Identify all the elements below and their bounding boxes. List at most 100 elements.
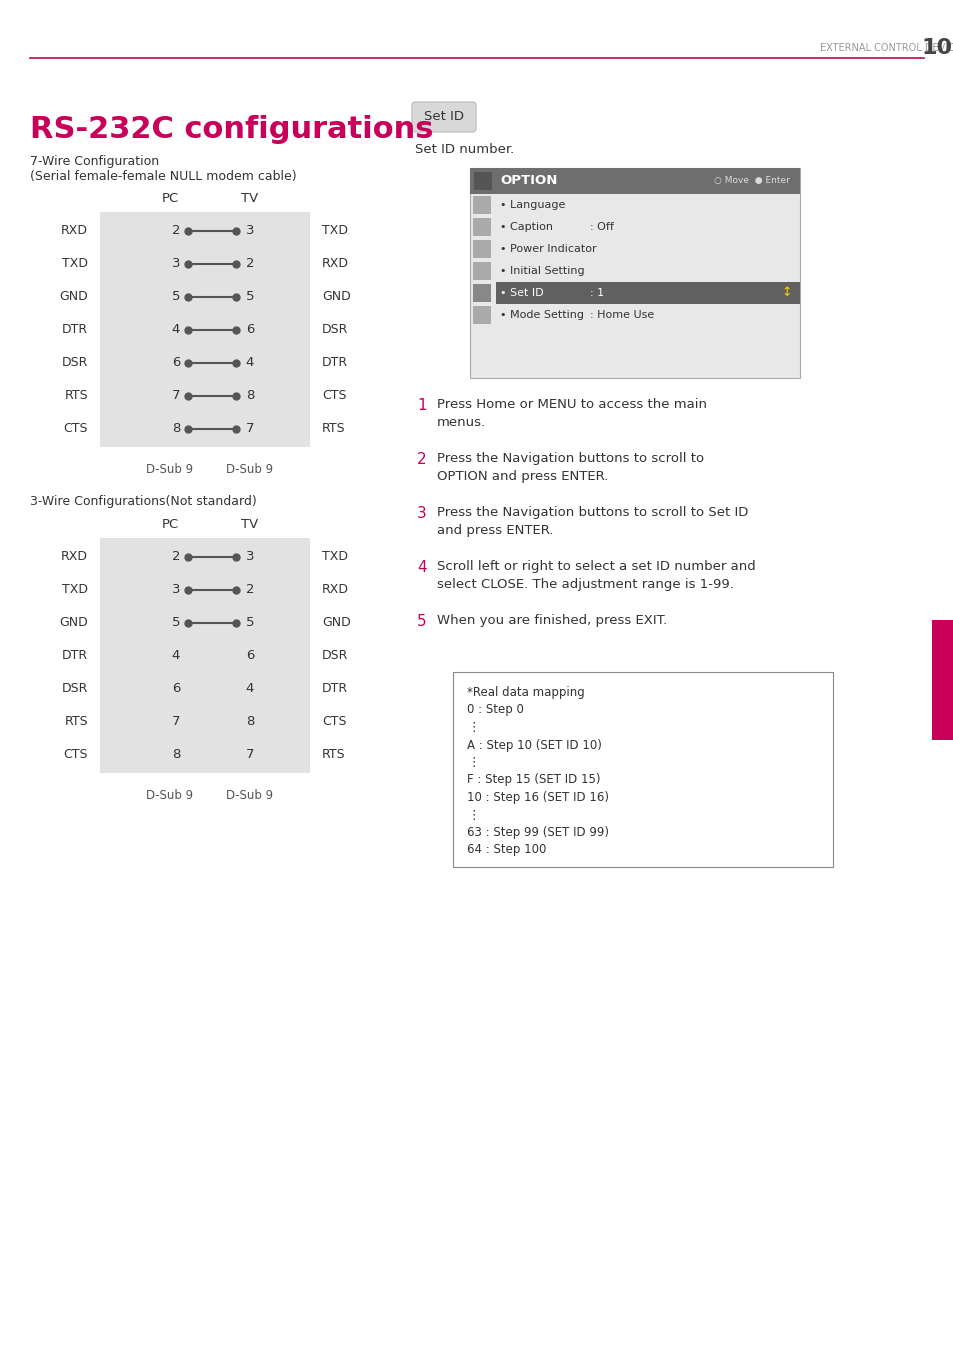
Bar [473,240,491,257]
Text: 7: 7 [172,714,180,728]
Text: ⋮: ⋮ [467,721,479,735]
Text: RTS: RTS [322,748,345,762]
Text: 5: 5 [416,613,426,630]
Text: DTR: DTR [322,356,348,369]
Text: Set ID: Set ID [423,111,463,124]
Text: CTS: CTS [64,422,88,435]
Text: DSR: DSR [62,682,88,696]
Text: GND: GND [322,616,351,630]
Text: 8: 8 [172,748,180,762]
Text: Scroll left or right to select a set ID number and
select CLOSE. The adjustment : Scroll left or right to select a set ID … [436,559,755,590]
Text: PC: PC [161,518,178,531]
Text: 5: 5 [246,290,254,303]
Text: 64 : Step 100: 64 : Step 100 [467,844,546,856]
Text: 4: 4 [416,559,426,576]
Text: F : Step 15 (SET ID 15): F : Step 15 (SET ID 15) [467,774,599,786]
Text: When you are finished, press EXIT.: When you are finished, press EXIT. [436,613,666,627]
Bar [473,195,491,214]
Text: 8: 8 [246,390,253,402]
Text: DTR: DTR [62,324,88,336]
Text: 4: 4 [246,356,253,369]
Text: OPTION: OPTION [499,174,557,187]
Bar [453,673,832,867]
Text: 4: 4 [172,648,180,662]
Text: TXD: TXD [62,582,88,596]
Text: Press the Navigation buttons to scroll to
OPTION and press ENTER.: Press the Navigation buttons to scroll t… [436,452,703,483]
Text: DTR: DTR [62,648,88,662]
Text: 3: 3 [246,550,254,563]
Text: 3: 3 [172,257,180,270]
Text: CTS: CTS [322,714,346,728]
Bar [496,282,800,305]
Bar [474,173,492,190]
Text: Set ID number.: Set ID number. [415,143,514,156]
Text: DSR: DSR [322,324,348,336]
Text: 5: 5 [172,616,180,630]
Text: RTS: RTS [322,422,345,435]
Text: TV: TV [241,518,258,531]
Text: Press the Navigation buttons to scroll to Set ID
and press ENTER.: Press the Navigation buttons to scroll t… [436,506,747,537]
Text: DSR: DSR [62,356,88,369]
Text: • Power Indicator: • Power Indicator [499,244,596,253]
Bar [931,620,953,740]
Text: 6: 6 [246,324,253,336]
Bar [473,284,491,302]
Text: RS-232C configurations: RS-232C configurations [30,115,433,144]
Text: • Set ID: • Set ID [499,288,543,298]
Text: RXD: RXD [61,224,88,237]
Text: RXD: RXD [322,582,349,596]
Text: RTS: RTS [64,390,88,402]
Text: 5: 5 [172,290,180,303]
Text: 3: 3 [246,224,254,237]
Text: ↕: ↕ [781,287,791,299]
Text: 2: 2 [172,224,180,237]
Text: GND: GND [59,616,88,630]
Text: : Off: : Off [589,222,613,232]
Text: 6: 6 [172,356,180,369]
Bar [473,306,491,324]
Text: Press Home or MENU to access the main
menus.: Press Home or MENU to access the main me… [436,398,706,429]
Bar [470,168,800,194]
Text: D-Sub 9: D-Sub 9 [226,462,274,476]
Text: 4: 4 [246,682,253,696]
Text: • Mode Setting: • Mode Setting [499,310,583,319]
Text: CTS: CTS [322,390,346,402]
Text: 7-Wire Configuration: 7-Wire Configuration [30,155,159,168]
Text: TXD: TXD [62,257,88,270]
Text: • Initial Setting: • Initial Setting [499,266,584,276]
Text: DSR: DSR [322,648,348,662]
Text: ○ Move  ● Enter: ○ Move ● Enter [714,177,789,186]
Text: 3-Wire Configurations(Not standard): 3-Wire Configurations(Not standard) [30,495,256,508]
Text: 8: 8 [172,422,180,435]
Text: • Language: • Language [499,200,565,210]
Text: ENGLISH: ENGLISH [937,654,947,705]
Text: ⋮: ⋮ [467,756,479,768]
Text: 8: 8 [246,714,253,728]
Text: 2: 2 [172,550,180,563]
Text: 6: 6 [246,648,253,662]
Text: A : Step 10 (SET ID 10): A : Step 10 (SET ID 10) [467,739,601,751]
Text: TV: TV [241,191,258,205]
Text: RXD: RXD [322,257,349,270]
Text: DTR: DTR [322,682,348,696]
Text: 3: 3 [172,582,180,596]
Text: ⋮: ⋮ [467,809,479,821]
Text: : 1: : 1 [589,288,603,298]
Text: 7: 7 [246,422,254,435]
Bar [473,218,491,236]
Text: 1: 1 [416,398,426,412]
Bar [100,538,310,772]
Text: 2: 2 [246,582,254,596]
Bar [470,168,800,377]
Text: : Home Use: : Home Use [589,310,654,319]
Text: RTS: RTS [64,714,88,728]
Text: GND: GND [59,290,88,303]
Text: EXTERNAL CONTROL DEVICE SETUP: EXTERNAL CONTROL DEVICE SETUP [820,43,953,53]
Text: GND: GND [322,290,351,303]
Text: (Serial female-female NULL modem cable): (Serial female-female NULL modem cable) [30,170,296,183]
Text: RXD: RXD [61,550,88,563]
Text: TXD: TXD [322,224,348,237]
Text: CTS: CTS [64,748,88,762]
Bar [473,262,491,280]
Text: 6: 6 [172,682,180,696]
